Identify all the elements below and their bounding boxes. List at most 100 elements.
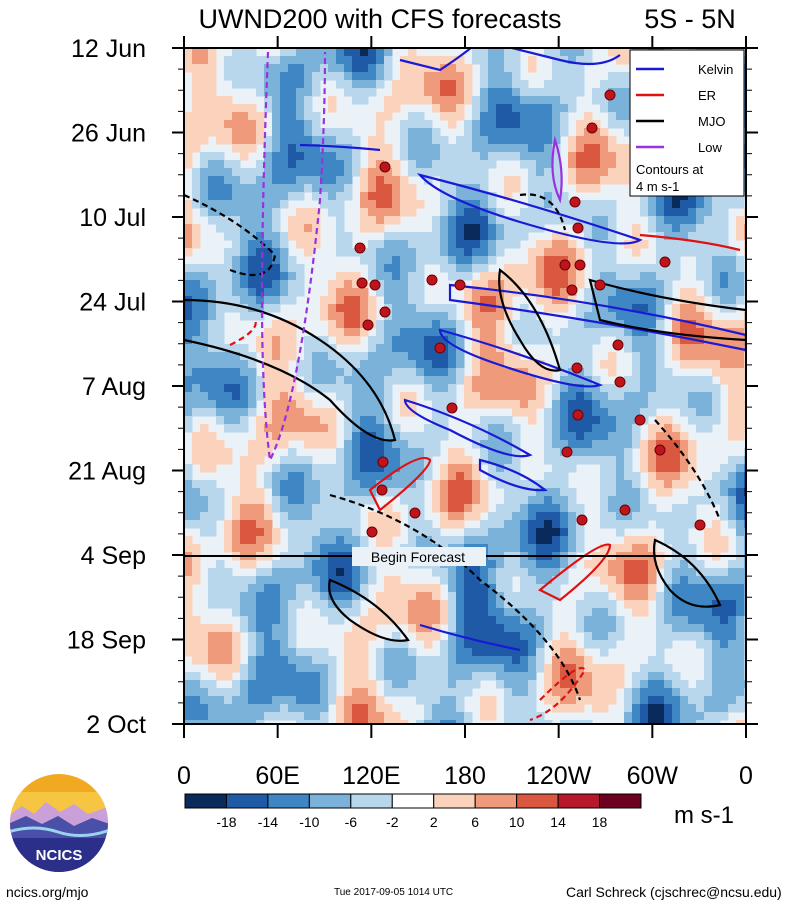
wind-cell [624,144,633,153]
wind-cell [528,104,537,113]
wind-cell [376,208,385,217]
colorbar-tick-label: 18 [592,814,608,830]
wind-cell [736,536,745,545]
wind-cell [312,600,321,609]
wind-cell [424,528,433,537]
wind-cell [288,504,297,513]
wind-cell [312,432,321,441]
footer-site[interactable]: ncics.org/mjo [6,884,89,900]
wind-cell [728,648,737,657]
wind-cell [328,568,337,577]
wind-cell [416,448,425,457]
wind-cell [584,232,593,241]
wind-cell [632,248,641,257]
wind-cell [512,120,521,129]
wind-cell [464,576,473,585]
wind-cell [432,432,441,441]
wind-cell [256,240,265,249]
wind-cell [296,416,305,425]
wind-cell [328,616,337,625]
wind-cell [512,440,521,449]
wind-cell [256,168,265,177]
wind-cell [504,184,513,193]
wind-cell [408,256,417,265]
wind-cell [552,304,561,313]
wind-cell [200,456,209,465]
wind-cell [368,368,377,377]
wind-cell [424,520,433,529]
wind-cell [584,600,593,609]
wind-cell [448,464,457,473]
wind-cell [296,288,305,297]
wind-cell [448,704,457,713]
wind-cell [264,208,273,217]
wind-cell [544,192,553,201]
wind-cell [408,280,417,289]
wind-cell [592,160,601,169]
wind-cell [424,128,433,137]
wind-cell [360,288,369,297]
wind-cell [616,96,625,105]
wind-cell [240,168,249,177]
contour-mjo [652,538,722,608]
wind-cell [496,144,505,153]
wind-cell [520,408,529,417]
wind-cell [384,520,393,529]
wind-cell [608,688,617,697]
wind-cell [464,640,473,649]
wind-cell [208,312,217,321]
wind-cell [552,688,561,697]
wind-cell [640,336,649,345]
wind-cell [264,696,273,705]
wind-cell [720,576,729,585]
wind-cell [536,184,545,193]
wind-cell [336,448,345,457]
wind-cell [600,416,609,425]
wind-cell [272,168,281,177]
wind-cell [312,80,321,89]
wind-cell [448,168,457,177]
wind-cell [664,464,673,473]
wind-cell [704,352,713,361]
wind-cell [496,320,505,329]
wind-cell [672,576,681,585]
wind-cell [456,208,465,217]
wind-cell [264,408,273,417]
wind-cell [296,480,305,489]
wind-cell [664,384,673,393]
x-tick-label: 60W [627,762,679,790]
wind-cell [256,640,265,649]
wind-cell [312,576,321,585]
wind-cell [256,712,265,721]
wind-cell [328,280,337,289]
wind-cell [344,88,353,97]
wind-cell [520,136,529,145]
wind-cell [192,624,201,633]
wind-cell [480,224,489,233]
wind-cell [400,184,409,193]
wind-cell [672,208,681,217]
wind-cell [656,200,665,209]
wind-cell [736,232,745,241]
colorbar-swatch [599,793,642,809]
wind-cell [440,384,449,393]
wind-cell [496,248,505,257]
wind-cell [528,720,537,724]
wind-cell [352,680,361,689]
wind-cell [512,520,521,529]
wind-cell [392,608,401,617]
wind-cell [616,416,625,425]
wind-cell [640,544,649,553]
wind-cell [576,432,585,441]
wind-cell [568,272,577,281]
wind-cell [520,584,529,593]
wind-cell [664,240,673,249]
wind-cell [736,296,745,305]
wind-cell [464,456,473,465]
wind-cell [712,320,721,329]
wind-cell [552,416,561,425]
wind-cell [680,312,689,321]
wind-cell [432,240,441,249]
wind-cell [600,256,609,265]
wind-cell [504,664,513,673]
